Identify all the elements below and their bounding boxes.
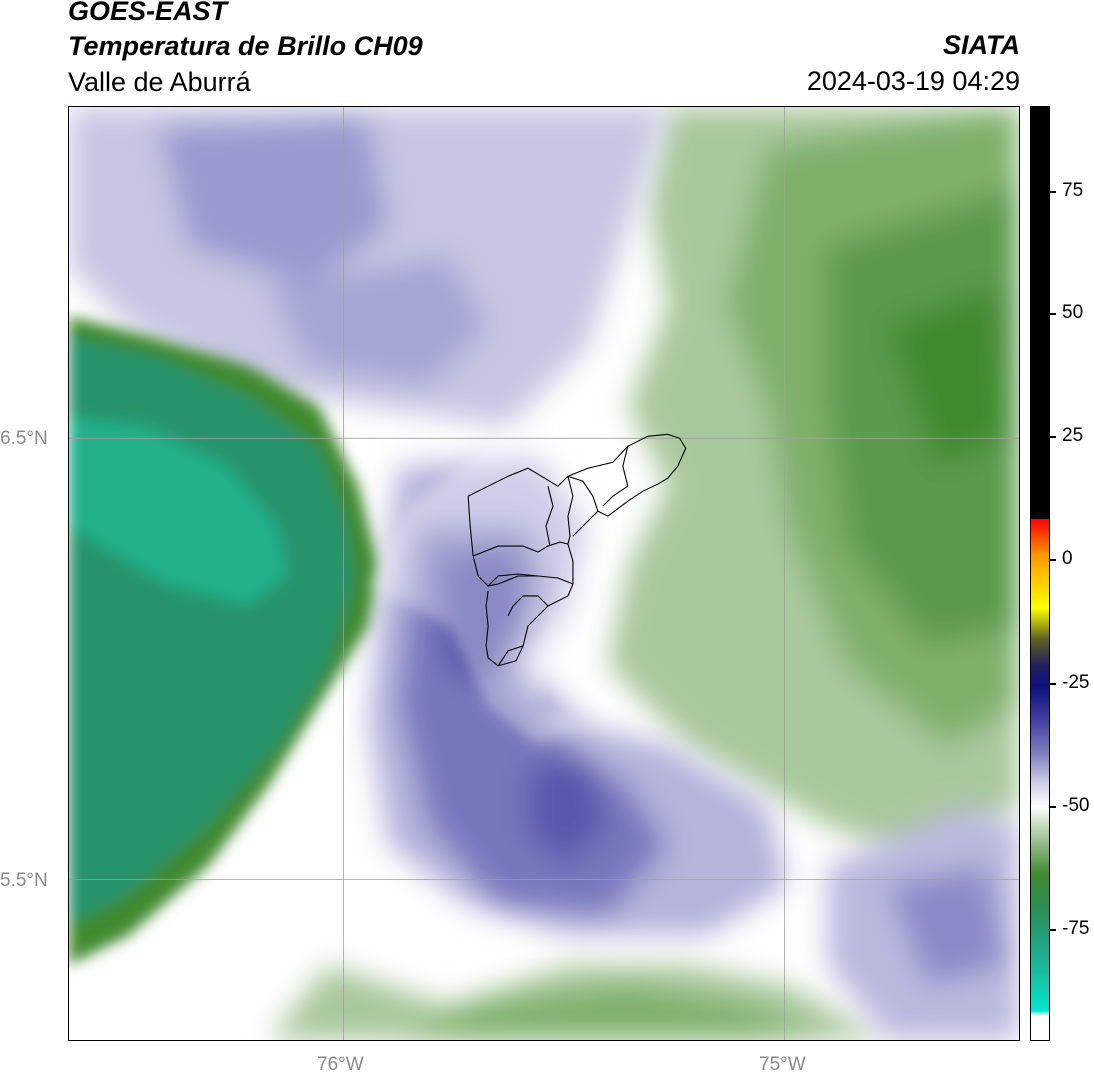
product-title: Temperatura de Brillo CH09 [68, 31, 423, 61]
cold-cloud-regions [69, 107, 1019, 1040]
organization-label: SIATA [943, 30, 1020, 60]
title-block: GOES-EAST Temperatura de Brillo CH09 Val… [68, 0, 423, 100]
colorbar-tick-minus25 [1050, 683, 1056, 685]
map-panel [68, 106, 1020, 1041]
western-warm-region [69, 316, 379, 966]
colorbar-tick-0 [1050, 559, 1056, 561]
region-subtitle: Valle de Aburrá [68, 67, 251, 97]
colorbar-tick-25 [1050, 436, 1056, 438]
clear-channel [368, 426, 628, 746]
lon-label-76w: 76°W [317, 1054, 364, 1075]
satellite-title: GOES-EAST [68, 0, 228, 26]
colorbar-black-segment [1031, 107, 1049, 519]
colorbar-label-minus25: -25 [1062, 672, 1090, 693]
municipal-boundaries [467, 433, 687, 667]
colorbar-label-50: 50 [1062, 302, 1084, 323]
lon-label-75w: 75°W [759, 1054, 806, 1075]
colorbar-tick-minus50 [1050, 806, 1056, 808]
timestamp-label: 2024-03-19 04:29 [806, 66, 1020, 96]
colorbar [1030, 106, 1050, 1041]
colorbar-label-0: 0 [1062, 548, 1073, 569]
colorbar-label-25: 25 [1062, 425, 1084, 446]
colorbar-tick-50 [1050, 313, 1056, 315]
colorbar-label-minus75: -75 [1062, 918, 1090, 939]
colorbar-label-minus50: -50 [1062, 795, 1090, 816]
colorbar-label-75: 75 [1062, 180, 1084, 201]
lat-label-6-5n: 6.5°N [0, 428, 48, 449]
colorbar-tick-75 [1050, 191, 1056, 193]
lat-label-5-5n: 5.5°N [0, 870, 48, 891]
brightness-temperature-map [69, 107, 1019, 1040]
colorbar-gradient-segment [1031, 519, 1049, 1040]
header-right: SIATA 2024-03-19 04:29 [807, 27, 1020, 99]
graticule [69, 107, 1019, 1040]
colorbar-tick-minus75 [1050, 929, 1056, 931]
